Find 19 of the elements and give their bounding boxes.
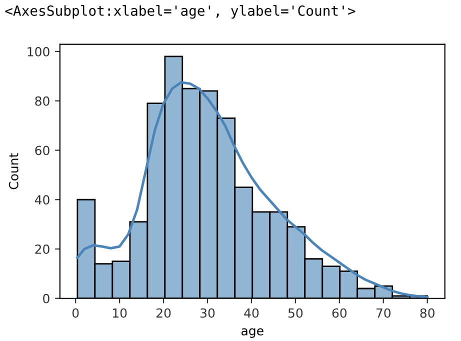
x-tick-label: 10 (112, 308, 127, 318)
x-tick-label: 60 (332, 308, 347, 318)
y-tick-label: 0 (43, 294, 50, 304)
text: <AxesSubplot:xlabel='age', ylabel='Count'> (5, 5, 356, 19)
x-tick-label: 50 (288, 308, 303, 318)
x-tick-label: 70 (376, 308, 391, 318)
x-tick-label: 80 (420, 308, 434, 318)
x-tick-label: 30 (200, 308, 215, 318)
x-tick-label: 0 (72, 308, 79, 318)
x-tick-label: 20 (156, 308, 171, 318)
x-tick-label: 40 (244, 308, 259, 318)
y-tick-label: 80 (35, 96, 50, 106)
x-axis-title: age (242, 328, 264, 338)
y-tick-label: 60 (35, 146, 50, 156)
line-series (76, 81, 429, 298)
y-tick-label: 20 (35, 244, 50, 254)
y-axis-title: Count (8, 153, 18, 190)
y-tick-label: 100 (28, 46, 50, 56)
y-tick-label: 40 (34, 195, 50, 205)
